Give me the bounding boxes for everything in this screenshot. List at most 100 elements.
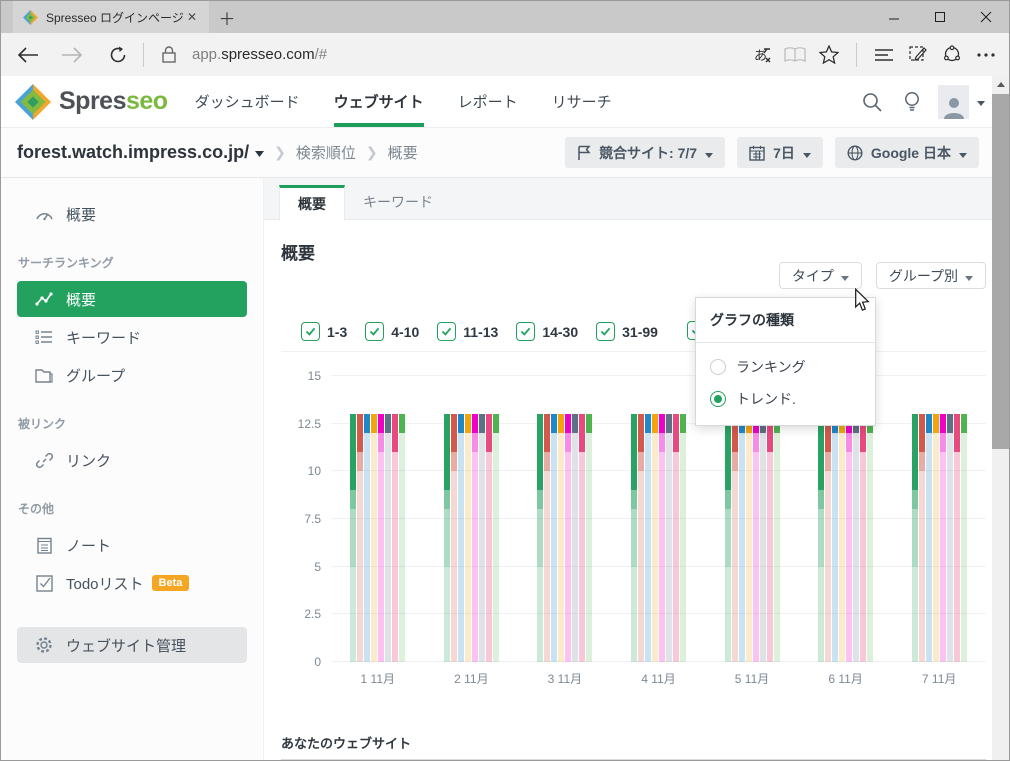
option-ranking[interactable]: ランキング xyxy=(696,351,875,383)
sidebar-item-overview-top[interactable]: 概要 xyxy=(1,196,263,232)
share-icon[interactable] xyxy=(935,40,969,70)
reading-view-icon[interactable] xyxy=(778,40,812,70)
sidebar-item-notes[interactable]: ノート xyxy=(1,527,263,563)
url-field[interactable]: app.spresseo.com/# xyxy=(192,46,744,63)
type-button-label: タイプ xyxy=(791,267,834,284)
maximize-button[interactable] xyxy=(917,1,963,33)
nav-report[interactable]: レポート xyxy=(457,94,518,111)
back-button[interactable] xyxy=(13,40,43,70)
forward-button[interactable] xyxy=(57,40,87,70)
rank-bucket-segment xyxy=(731,452,738,472)
rank-bucket-segment xyxy=(766,414,773,453)
checkbox-checked-icon xyxy=(437,322,457,341)
web-note-icon[interactable] xyxy=(901,40,935,70)
breadcrumb-bar: forest.watch.impress.co.jp/ ❯ 検索順位 ❯ 概要 … xyxy=(1,128,1009,178)
rank-bucket-segment xyxy=(457,433,464,662)
hub-icon[interactable] xyxy=(867,40,901,70)
tab-overview[interactable]: 概要 xyxy=(279,185,345,220)
rank-bucket-segment xyxy=(544,452,551,472)
translate-icon[interactable]: あ xyxy=(744,40,778,70)
chart-gridline xyxy=(331,661,986,662)
breadcrumb-item-rank[interactable]: 検索順位 xyxy=(295,145,356,162)
rank-bucket-segment xyxy=(443,509,450,567)
scrollbar-thumb[interactable] xyxy=(992,94,1009,449)
account-caret-icon[interactable] xyxy=(977,93,985,111)
website-manage-button[interactable]: ウェブサイト管理 xyxy=(17,627,247,663)
checkbox-1-3[interactable]: 1-3 xyxy=(301,321,347,342)
page-scrollbar[interactable] xyxy=(992,76,1009,760)
checkbox-31-99[interactable]: 31-99 xyxy=(596,321,658,342)
option-trend[interactable]: トレンド. xyxy=(696,383,875,415)
link-icon xyxy=(34,452,54,469)
rank-bucket-segment xyxy=(738,433,745,662)
site-bar xyxy=(679,414,686,662)
checkbox-14-30[interactable]: 14-30 xyxy=(516,321,578,342)
sidebar-item-links[interactable]: リンク xyxy=(1,442,263,478)
lock-icon xyxy=(154,40,184,70)
scroll-up-arrow-icon[interactable] xyxy=(992,76,1009,93)
site-bar xyxy=(464,414,471,662)
type-button[interactable]: タイプ xyxy=(778,262,862,289)
new-tab-button[interactable]: ＋ xyxy=(218,9,236,29)
tab-keywords[interactable]: キーワード xyxy=(363,193,433,210)
rank-bucket-segment xyxy=(572,414,579,434)
rank-bucket-segment xyxy=(572,433,579,662)
rank-bucket-segment xyxy=(825,471,832,662)
favorites-star-icon[interactable] xyxy=(812,40,846,70)
rank-bucket-segment xyxy=(679,433,686,662)
app-logo[interactable]: Spresseo xyxy=(15,76,168,127)
more-options-icon[interactable] xyxy=(969,40,1003,70)
search-icon[interactable] xyxy=(852,92,892,112)
lightbulb-icon[interactable] xyxy=(892,91,932,113)
site-bar xyxy=(586,414,593,662)
sidebar-item-keywords[interactable]: キーワード xyxy=(1,319,263,355)
avatar[interactable] xyxy=(938,84,969,119)
site-bar xyxy=(911,414,918,662)
breadcrumb-site[interactable]: forest.watch.impress.co.jp/ xyxy=(17,142,250,162)
rank-bucket-segment xyxy=(565,452,572,662)
nav-research[interactable]: リサーチ xyxy=(551,94,612,111)
breadcrumb-item-overview: 概要 xyxy=(387,145,418,162)
url-host: spresseo.com xyxy=(221,46,315,63)
checkbox-4-10[interactable]: 4-10 xyxy=(365,321,419,342)
site-bar xyxy=(867,414,874,662)
rank-bucket-segment xyxy=(558,414,565,434)
site-bar xyxy=(932,414,939,662)
rank-trend-chart: 0 2.5 5 7.5 10 12.5 15 1 11月 2 11月 3 11月 4 11月 5 1… xyxy=(281,369,986,687)
sidebar-item-todo[interactable]: Todoリスト Beta xyxy=(1,565,263,601)
nav-website[interactable]: ウェブサイト xyxy=(317,76,441,127)
rank-bucket-segment xyxy=(392,452,399,662)
rank-bucket-segment xyxy=(537,566,544,662)
app-nav: ダッシュボード ウェブサイト レポート リサーチ xyxy=(178,76,629,127)
window-close-button[interactable] xyxy=(963,1,1009,33)
sidebar-item-label: Todoリスト xyxy=(66,575,144,593)
checkbox-11-13[interactable]: 11-13 xyxy=(437,321,498,342)
browser-tab[interactable]: Spresseo ログインページ ✕ xyxy=(13,1,209,33)
site-bar xyxy=(651,414,658,662)
site-bar xyxy=(724,414,731,662)
site-bar xyxy=(953,414,960,662)
rank-bucket-segment xyxy=(357,471,364,662)
group-by-button[interactable]: グループ別 xyxy=(875,262,986,289)
list-icon xyxy=(34,330,54,344)
caret-down-icon xyxy=(965,268,973,284)
rank-bucket-segment xyxy=(731,414,738,453)
date-range-button[interactable]: 7日 xyxy=(737,137,823,168)
sidebar: 概要 サーチランキング 概要 キーワード リンク グループ 被リンク リンク そ… xyxy=(1,178,264,760)
minimize-button[interactable] xyxy=(871,1,917,33)
rank-bucket-segment xyxy=(485,452,492,662)
sidebar-item-rank-overview[interactable]: 概要 xyxy=(17,281,247,317)
site-caret-icon[interactable] xyxy=(255,144,265,162)
rank-bucket-segment xyxy=(579,414,586,453)
site-bar xyxy=(630,414,637,662)
rank-bucket-segment xyxy=(478,414,485,434)
refresh-button[interactable] xyxy=(103,40,133,70)
tab-close-icon[interactable]: ✕ xyxy=(186,10,197,24)
competitors-filter-button[interactable]: 競合サイト: 7/7 xyxy=(565,137,726,168)
y-axis-tick-label: 5 xyxy=(314,559,321,574)
nav-dashboard[interactable]: ダッシュボード xyxy=(194,94,300,111)
sidebar-item-groups[interactable]: リンク グループ xyxy=(1,357,263,393)
search-engine-button[interactable]: Google 日本 xyxy=(834,137,979,168)
search-engine-label: Google 日本 xyxy=(870,144,951,161)
site-bar xyxy=(946,414,953,662)
